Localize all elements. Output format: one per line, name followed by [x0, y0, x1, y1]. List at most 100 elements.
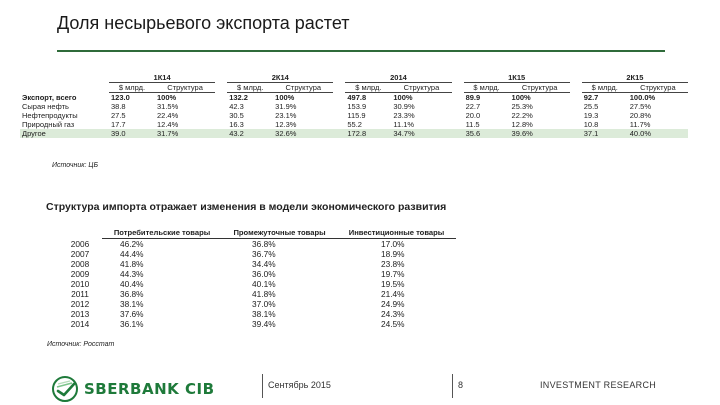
share-cell: 36.8%: [120, 289, 144, 299]
export-source: Источник: ЦБ: [52, 162, 99, 169]
export-row: Экспорт, всего 123.0 100% 132.2 100% 497.8 100…: [20, 92, 688, 102]
row-label: Нефтепродукты: [22, 111, 78, 120]
share-cell: 46.2%: [120, 239, 144, 249]
share-cell: 19.5%: [381, 279, 405, 289]
cell-value: 31.7%: [154, 129, 216, 138]
cell-value: 11.1%: [393, 120, 415, 129]
cell-value: 22.4%: [156, 111, 179, 120]
cell-value: 16.3: [229, 120, 244, 129]
export-row: Сырая нефть 38.8 31.5% 42.3 31.9% 153.9 30.9% 2…: [20, 102, 688, 111]
row-label: Другое: [20, 129, 109, 138]
share-cell: 18.9%: [381, 249, 405, 259]
import-row: 2013 37.6% 38.1% 24.3%: [58, 309, 456, 319]
share-cell: 44.3%: [120, 269, 144, 279]
col-struct: Структура: [154, 82, 216, 93]
footer-date: Сентябрь 2015: [268, 380, 331, 390]
col-usd: $ млрд.: [581, 82, 628, 93]
cell-value: 39.6%: [509, 129, 570, 138]
cell-value: 123.0: [111, 93, 130, 102]
import-row: 2008 41.8% 34.4% 23.8%: [58, 259, 456, 269]
import-row: 2011 36.8% 41.8% 21.4%: [58, 289, 456, 299]
cell-value: 31.9%: [275, 102, 297, 111]
year-cell: 2009: [70, 269, 90, 279]
row-label: Экспорт, всего: [22, 92, 77, 102]
cell-value: 100.0%: [629, 93, 656, 102]
cell-value: 89.9: [465, 93, 481, 102]
cell-value: 17.7: [111, 120, 126, 129]
import-row: 2006 46.2% 36.8% 17.0%: [58, 238, 456, 249]
footer-department: INVESTMENT RESEARCH: [540, 380, 657, 390]
header-consumer: Потребительские товары: [102, 227, 223, 239]
share-cell: 40.1%: [252, 279, 276, 289]
share-cell: 23.8%: [381, 259, 405, 269]
import-table: Потребительские товары Промежуточные тов…: [58, 227, 456, 329]
share-cell: 24.9%: [381, 299, 405, 309]
cell-value: 10.8: [583, 120, 599, 129]
period-header: 1К14: [109, 73, 216, 83]
import-row: 2010 40.4% 40.1% 19.5%: [58, 279, 456, 289]
export-subheader: $ млрд. Структура $ млрд. Структура $ мл…: [20, 82, 688, 93]
sberbank-logo: SBERBANK CIB: [52, 376, 215, 402]
cell-value: 11.7%: [629, 120, 651, 129]
cell-value: 12.3%: [275, 120, 297, 129]
cell-value: 25.3%: [511, 102, 533, 111]
col-usd: $ млрд.: [109, 82, 155, 93]
cell-value: 100%: [511, 93, 531, 102]
import-header-row: Потребительские товары Промежуточные тов…: [58, 227, 456, 239]
period-header: 2014: [345, 73, 452, 83]
col-usd: $ млрд.: [227, 82, 274, 93]
cell-value: 27.5%: [629, 102, 652, 111]
col-struct: Структура: [273, 82, 334, 93]
cell-value: 35.6: [463, 129, 510, 138]
page-number: 8: [458, 380, 464, 390]
cell-value: 25.5: [583, 102, 599, 111]
share-cell: 17.0%: [381, 239, 405, 249]
cell-value: 172.8: [345, 129, 392, 138]
cell-value: 22.2%: [511, 111, 533, 120]
header-investment: Инвестиционные товары: [337, 227, 456, 239]
share-cell: 36.8%: [252, 239, 276, 249]
year-cell: 2012: [70, 299, 90, 309]
cell-value: 30.5: [229, 111, 244, 120]
cell-value: 31.5%: [156, 102, 179, 111]
year-cell: 2006: [70, 238, 90, 249]
share-cell: 41.8%: [252, 289, 276, 299]
share-cell: 39.4%: [252, 319, 276, 329]
export-table: 1К14 2К14 2014 1К15 2К15 $ млрд. Структу…: [20, 73, 688, 138]
import-row: 2014 36.1% 39.4% 24.5%: [58, 319, 456, 329]
year-cell: 2013: [70, 309, 90, 319]
share-cell: 24.5%: [381, 319, 405, 329]
cell-value: 153.9: [347, 102, 367, 111]
period-header: 1К15: [463, 73, 570, 83]
col-struct: Структура: [391, 82, 452, 93]
export-row: Другое 39.0 31.7% 43.2 32.6% 172.8 34.7% 35.6 39…: [20, 129, 688, 138]
export-period-header: 1К14 2К14 2014 1К15 2К15: [20, 73, 688, 83]
cell-value: 12.8%: [511, 120, 533, 129]
cell-value: 115.9: [347, 111, 366, 120]
cell-value: 40.0%: [627, 129, 688, 138]
col-struct: Структура: [509, 82, 570, 93]
row-label: Сырая нефть: [22, 102, 69, 111]
cell-value: 30.9%: [393, 102, 415, 111]
share-cell: 40.4%: [120, 279, 144, 289]
year-cell: 2014: [70, 319, 90, 329]
cell-value: 23.1%: [275, 111, 297, 120]
year-cell: 2007: [70, 249, 90, 259]
title-divider: [57, 50, 665, 52]
cell-value: 39.0: [109, 129, 155, 138]
cell-value: 20.0: [465, 111, 481, 120]
cell-value: 12.4%: [156, 120, 179, 129]
cell-value: 27.5: [111, 111, 126, 120]
period-header: 2К14: [227, 73, 334, 83]
sberbank-logo-icon: [52, 376, 78, 402]
row-label: Природный газ: [22, 120, 75, 129]
cell-value: 132.2: [229, 93, 248, 102]
footer-divider: [262, 374, 263, 398]
share-cell: 44.4%: [120, 249, 144, 259]
cell-value: 22.7: [465, 102, 481, 111]
import-row: 2012 38.1% 37.0% 24.9%: [58, 299, 456, 309]
footer: SBERBANK CIB Сентябрь 2015 8 INVESTMENT …: [0, 368, 720, 405]
year-cell: 2010: [70, 279, 90, 289]
import-title: Структура импорта отражает изменения в м…: [46, 201, 447, 213]
share-cell: 38.1%: [252, 309, 276, 319]
